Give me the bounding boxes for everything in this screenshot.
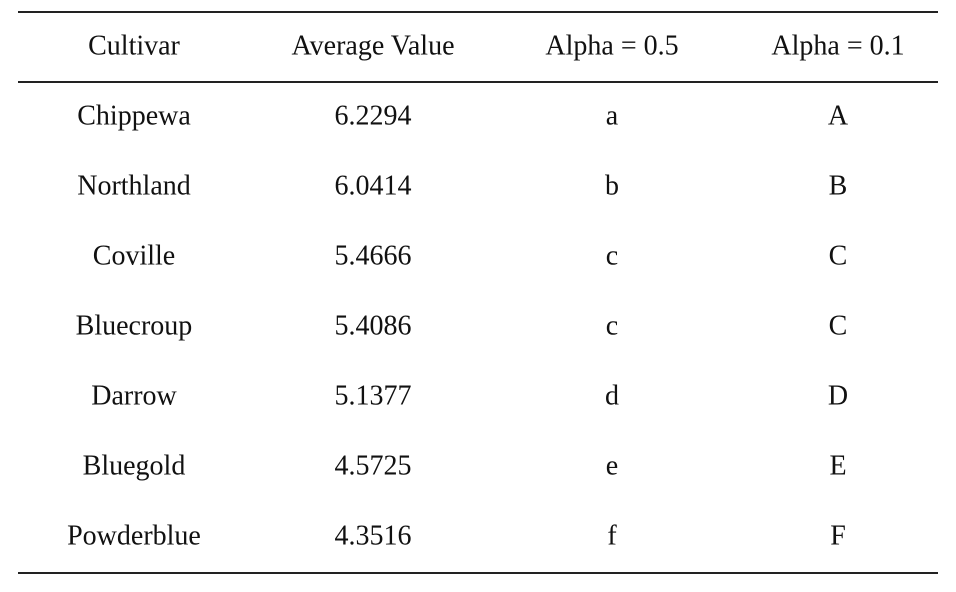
table-cell: Powderblue: [67, 520, 201, 551]
header-cell: Alpha = 0.5: [545, 30, 678, 61]
table-cell: E: [829, 450, 846, 481]
table-cell: 5.4086: [335, 310, 412, 341]
table-cell: Bluegold: [83, 450, 186, 481]
table-cell: Chippewa: [77, 100, 191, 131]
table-cell: C: [829, 310, 848, 341]
table-cell: f: [607, 520, 617, 551]
table-cell: Bluecroup: [76, 310, 193, 341]
table-cell: Northland: [77, 170, 191, 201]
table-cell: 4.5725: [335, 450, 412, 481]
table-cell: b: [605, 170, 619, 201]
table-cell: 5.1377: [335, 380, 412, 411]
table-cell: C: [829, 240, 848, 271]
table-cell: c: [606, 310, 618, 341]
table-cell: e: [606, 450, 618, 481]
table-cell: 6.2294: [335, 100, 412, 131]
table-cell: a: [606, 100, 619, 131]
table-cell: d: [605, 380, 619, 411]
header-cell: Alpha = 0.1: [771, 30, 904, 61]
table-cell: A: [828, 100, 849, 131]
table-cell: 4.3516: [335, 520, 412, 551]
table-cell: B: [829, 170, 848, 201]
table-cell: Coville: [93, 240, 175, 271]
table-cell: 5.4666: [335, 240, 412, 271]
header-cell: Average Value: [292, 30, 455, 61]
table-cell: F: [830, 520, 846, 551]
header-cell: Cultivar: [88, 30, 180, 61]
table-cell: c: [606, 240, 618, 271]
table-cell: 6.0414: [335, 170, 412, 201]
table-cell: D: [828, 380, 848, 411]
table-cell: Darrow: [91, 380, 177, 411]
